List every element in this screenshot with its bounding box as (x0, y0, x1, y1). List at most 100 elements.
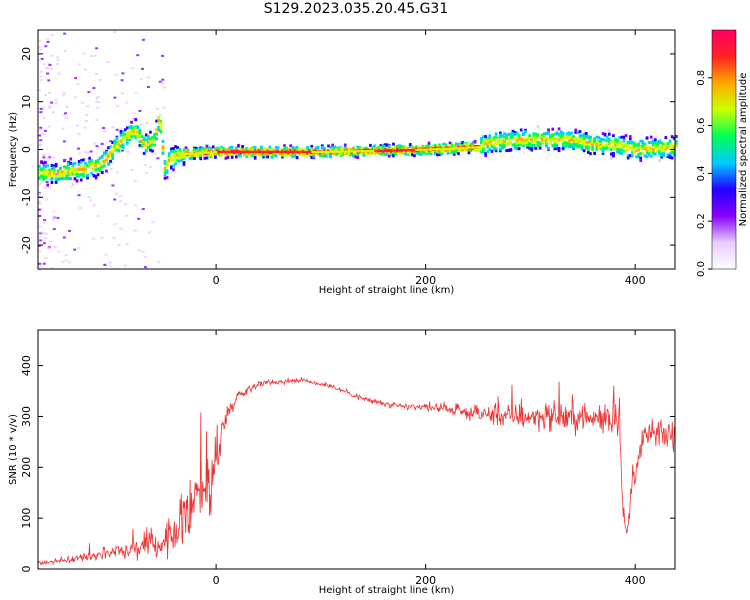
noise-speck (38, 183, 41, 186)
noise-speck (109, 167, 113, 170)
noise-speck (64, 259, 68, 262)
colorbar-tick-label: 0.6 (696, 118, 707, 134)
ridge-cell (511, 129, 515, 133)
ridge-cell (631, 154, 634, 158)
noise-speck (77, 247, 81, 249)
ridge-core (270, 150, 275, 154)
ridge-cell (128, 138, 131, 142)
ridge-cell (614, 143, 617, 147)
ridge-cell (534, 146, 538, 150)
ridge-cell (605, 135, 609, 139)
noise-speck (96, 106, 100, 109)
ridge-cell (417, 152, 420, 155)
ridge-cell (559, 138, 563, 142)
noise-speck (48, 178, 52, 181)
noise-speck (151, 220, 155, 223)
ridge-cell (174, 149, 177, 153)
y-tick-label: -10 (20, 188, 33, 206)
noise-speck (155, 107, 159, 110)
ridge-cell (46, 164, 50, 168)
ridge-cell (117, 139, 121, 143)
ridge-cell (155, 132, 158, 136)
ridge-cell (149, 137, 152, 141)
ridge-core (478, 146, 482, 149)
ridge-cell (601, 151, 605, 155)
ridge-cell (178, 154, 182, 158)
ridge-cell (628, 140, 632, 144)
noise-speck (76, 82, 80, 85)
noise-speck (42, 116, 46, 119)
ridge-cell (557, 133, 561, 137)
ridge-cell (283, 152, 286, 156)
ridge-cell (639, 152, 643, 155)
ridge-cell (507, 132, 511, 136)
noise-speck (125, 101, 129, 104)
ridge-cell (186, 148, 190, 152)
ridge-cell (434, 149, 437, 153)
ridge-cell (260, 149, 263, 153)
ridge-cell (643, 147, 647, 151)
noise-speck (146, 86, 150, 88)
ridge-cell (597, 142, 601, 146)
ridge-cell (568, 135, 571, 139)
ridge-cell (538, 143, 542, 147)
ridge-cell (480, 150, 483, 154)
noise-speck (103, 264, 107, 267)
snr-plot: 0 200 400 0 100 200 300 400 Height of straight l… (8, 329, 676, 596)
ridge-cell (348, 147, 351, 151)
ridge-core (236, 150, 240, 154)
ridge-cell (362, 153, 366, 157)
ridge-cell (155, 137, 158, 141)
ridge-cell (622, 143, 626, 147)
ridge-cell (672, 145, 676, 149)
ridge-cell (656, 149, 659, 153)
ridge-cell (79, 160, 83, 164)
ridge-cell (633, 151, 636, 155)
ridge-cell (652, 152, 655, 155)
ridge-cell (561, 137, 565, 141)
ridge-cell (383, 152, 387, 156)
noise-speck (108, 261, 112, 264)
ridge-cell (281, 152, 284, 156)
ridge-cell (499, 131, 502, 135)
ridge-cell (652, 143, 655, 147)
ridge-cell (658, 152, 661, 156)
ridge-cell (121, 131, 125, 135)
ridge-cell (394, 147, 397, 151)
noise-speck (39, 79, 43, 82)
ridge-cell (63, 159, 66, 163)
ridge-cell (105, 151, 108, 155)
ridge-cell (461, 141, 464, 145)
ridge-core (474, 146, 479, 149)
ridge-cell (519, 137, 523, 141)
ridge-cell (253, 152, 257, 155)
ridge-cell (492, 143, 496, 147)
ridge-cell (442, 145, 446, 148)
noise-speck (92, 142, 96, 145)
noise-speck (104, 253, 108, 256)
noise-speck (43, 129, 47, 132)
ridge-cell (601, 150, 605, 153)
ridge-cell (547, 128, 550, 132)
ridge-cell (195, 148, 198, 152)
ridge-cell (670, 144, 674, 148)
ridge-cell (239, 147, 242, 151)
ridge-cell (82, 167, 85, 171)
ridge-cell (563, 136, 567, 139)
ridge-cell (170, 158, 173, 162)
ridge-cell (662, 142, 666, 146)
ridge-cell (167, 152, 171, 156)
ridge-cell (672, 153, 676, 157)
ridge-cell (285, 153, 288, 157)
ridge-cell (672, 136, 676, 140)
ridge-cell (371, 151, 374, 155)
ridge-cell (320, 151, 324, 155)
noise-speck (43, 186, 47, 189)
ridge-cell (161, 151, 165, 155)
noise-speck (111, 126, 115, 128)
noise-speck (50, 67, 53, 70)
noise-speck (82, 52, 86, 55)
ridge-cell (660, 148, 663, 152)
ridge-cell (635, 143, 638, 147)
noise-speck (38, 45, 42, 48)
